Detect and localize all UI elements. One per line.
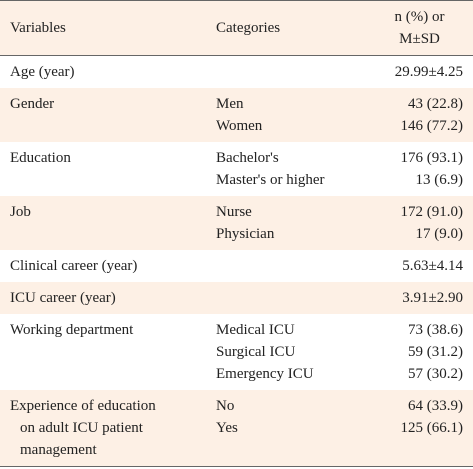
category-text: Master's or higher (216, 172, 325, 188)
category-text: Bachelor's (216, 150, 279, 166)
variable-cell: Age (year) (0, 56, 206, 89)
value-text: 172 (91.0) (400, 204, 464, 220)
variable-text: on adult ICU patient (20, 420, 143, 436)
value-text: 176 (93.1) (400, 150, 464, 166)
header-text: n (%) or (394, 9, 445, 25)
variable-cell: Experience of education on adult ICU pati… (0, 390, 206, 467)
variable-text: Working department (10, 322, 134, 338)
value-cell: 172 (91.0) 17 (9.0) (366, 196, 473, 250)
category-text: Medical ICU (216, 322, 295, 338)
value-text: 13 (6.9) (415, 172, 464, 188)
header-cell: Variables (0, 0, 206, 56)
variable-text: Job (10, 204, 31, 220)
value-cell: 73 (38.6) 59 (31.2) 57 (30.2) (366, 314, 473, 390)
variable-text: Education (10, 150, 71, 166)
category-text: Women (216, 118, 263, 134)
variable-cell: ICU career (year) (0, 282, 206, 314)
value-cell: 5.63±4.14 (366, 250, 473, 282)
category-cell: Nurse Physician (206, 196, 366, 250)
value-cell: 64 (33.9) 125 (66.1) (366, 390, 473, 467)
header-text: Variables (10, 20, 66, 36)
variable-text: ICU career (year) (10, 290, 116, 306)
category-text: Yes (216, 420, 238, 436)
header-text: M±SD (399, 31, 440, 47)
table-row: Gender Men Women 43 (22.8) 146 (77.2) (0, 88, 473, 142)
value-text: 5.63±4.14 (402, 258, 463, 274)
header-cell: n (%) or M±SD (366, 0, 473, 56)
header-row: Variables Categories n (%) or M±SD (0, 0, 473, 56)
category-cell: Men Women (206, 88, 366, 142)
value-cell: 29.99±4.25 (366, 56, 473, 89)
table-row: Experience of education on adult ICU pati… (0, 390, 473, 467)
category-text: Men (216, 96, 244, 112)
variable-cell: Clinical career (year) (0, 250, 206, 282)
variable-cell: Job (0, 196, 206, 250)
variable-text: Gender (10, 96, 55, 112)
value-text: 57 (30.2) (408, 366, 463, 382)
category-cell (206, 282, 366, 314)
value-text: 59 (31.2) (408, 344, 463, 360)
value-text: 146 (77.2) (400, 118, 464, 134)
variable-text: Age (year) (10, 64, 75, 80)
value-text: 29.99±4.25 (394, 64, 463, 80)
table-row: ICU career (year) 3.91±2.90 (0, 282, 473, 314)
variable-cell: Working department (0, 314, 206, 390)
value-text: 17 (9.0) (415, 226, 464, 242)
variable-text: Experience of education (10, 398, 156, 414)
table-row: Job Nurse Physician 172 (91.0) 17 (9.0) (0, 196, 473, 250)
variable-cell: Gender (0, 88, 206, 142)
table-row: Age (year) 29.99±4.25 (0, 56, 473, 89)
value-text: 43 (22.8) (408, 96, 463, 112)
category-text: Physician (216, 226, 275, 242)
category-cell (206, 56, 366, 89)
category-text: Surgical ICU (216, 344, 296, 360)
value-cell: 3.91±2.90 (366, 282, 473, 314)
category-cell: Bachelor's Master's or higher (206, 142, 366, 196)
category-cell (206, 250, 366, 282)
table-row: Clinical career (year) 5.63±4.14 (0, 250, 473, 282)
table-row: Education Bachelor's Master's or higher 176… (0, 142, 473, 196)
value-cell: 176 (93.1) 13 (6.9) (366, 142, 473, 196)
category-cell: Medical ICU Surgical ICU Emergency ICU (206, 314, 366, 390)
variable-cell: Education (0, 142, 206, 196)
value-text: 125 (66.1) (400, 420, 464, 436)
value-text: 73 (38.6) (408, 322, 463, 338)
header-cell: Categories (206, 0, 366, 56)
variable-text: Clinical career (year) (10, 258, 138, 274)
category-text: No (216, 398, 235, 414)
header-text: Categories (216, 20, 281, 36)
category-text: Emergency ICU (216, 366, 314, 382)
value-text: 64 (33.9) (408, 398, 463, 414)
table-row: Working department Medical ICU Surgical IC… (0, 314, 473, 390)
value-text: 3.91±2.90 (402, 290, 463, 306)
category-cell: No Yes (206, 390, 366, 467)
value-cell: 43 (22.8) 146 (77.2) (366, 88, 473, 142)
category-text: Nurse (216, 204, 252, 220)
variable-text: management (20, 442, 97, 458)
